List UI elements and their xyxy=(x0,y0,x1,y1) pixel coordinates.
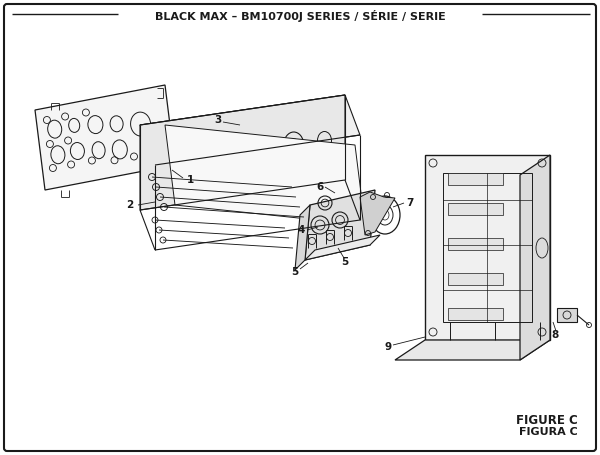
Polygon shape xyxy=(305,190,375,260)
Polygon shape xyxy=(140,95,345,210)
Text: BLACK MAX – BM10700J SERIES / SÉRIE / SERIE: BLACK MAX – BM10700J SERIES / SÉRIE / SE… xyxy=(155,10,445,22)
Text: 6: 6 xyxy=(316,182,323,192)
Text: 5: 5 xyxy=(292,267,299,277)
Text: FIGURA C: FIGURA C xyxy=(519,427,578,437)
Polygon shape xyxy=(165,125,365,225)
Polygon shape xyxy=(395,340,550,360)
Bar xyxy=(448,173,503,185)
Text: 1: 1 xyxy=(187,175,194,185)
Bar xyxy=(448,238,503,250)
Text: 4: 4 xyxy=(298,225,305,235)
Polygon shape xyxy=(520,155,550,360)
Text: 3: 3 xyxy=(214,115,221,125)
Bar xyxy=(448,273,503,285)
Polygon shape xyxy=(360,192,395,235)
Text: 7: 7 xyxy=(406,198,413,208)
Bar xyxy=(448,308,503,320)
Polygon shape xyxy=(425,155,550,340)
Bar xyxy=(557,308,577,322)
Text: 5: 5 xyxy=(341,257,349,267)
Text: FIGURE C: FIGURE C xyxy=(516,414,578,427)
Text: 9: 9 xyxy=(385,342,392,352)
Polygon shape xyxy=(295,205,310,270)
Polygon shape xyxy=(35,85,175,190)
Bar xyxy=(448,203,503,215)
Polygon shape xyxy=(305,235,380,260)
Text: 8: 8 xyxy=(551,330,559,340)
Text: 2: 2 xyxy=(127,200,134,210)
Polygon shape xyxy=(140,95,360,165)
